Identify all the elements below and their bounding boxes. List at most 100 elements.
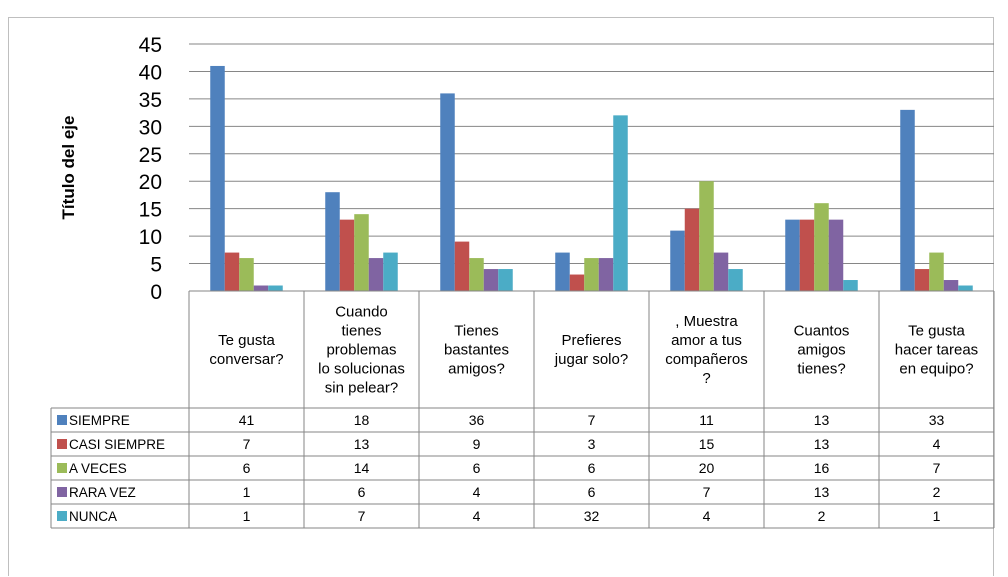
data-table-value: 18	[354, 412, 370, 428]
data-table-value: 14	[354, 460, 370, 476]
bar	[828, 219, 844, 291]
category-label: amor a tus	[671, 332, 742, 349]
y-tick-label: 0	[150, 281, 162, 304]
bar	[569, 274, 585, 291]
data-table-value: 20	[699, 460, 715, 476]
category-label: Te gusta	[908, 323, 965, 340]
bar	[584, 258, 599, 291]
bar	[239, 258, 254, 291]
category-label: Tienes	[454, 323, 498, 340]
bar	[224, 252, 240, 291]
y-axis-title: Título del eje	[59, 116, 78, 220]
category-label: bastantes	[444, 342, 509, 359]
y-tick-label: 45	[139, 34, 162, 57]
data-table-value: 33	[929, 412, 945, 428]
data-table-value: 4	[703, 508, 711, 524]
bar	[799, 219, 815, 291]
category-label: sin pelear?	[325, 380, 398, 397]
bar	[598, 258, 614, 291]
category-label: tienes	[341, 323, 381, 340]
data-table-value: 6	[358, 484, 366, 500]
bar	[268, 285, 283, 291]
data-table-value: 7	[243, 436, 251, 452]
data-table-value: 2	[818, 508, 826, 524]
data-table-value: 32	[584, 508, 600, 524]
category-label: , Muestra	[675, 313, 738, 330]
category-label: jugar solo?	[554, 351, 628, 368]
bar	[814, 203, 829, 291]
data-table-value: 4	[933, 436, 941, 452]
y-tick-label: 25	[139, 144, 162, 167]
data-table-value: 13	[814, 412, 830, 428]
bar	[670, 230, 685, 291]
bar	[555, 252, 570, 291]
legend-key	[57, 439, 67, 449]
bar	[454, 241, 470, 291]
bar	[383, 252, 398, 291]
legend-label: RARA VEZ	[69, 485, 136, 500]
y-tick-label: 40	[139, 61, 162, 84]
bar	[785, 219, 800, 291]
category-label: lo solucionas	[318, 361, 405, 378]
data-table-value: 4	[473, 508, 481, 524]
category-label: hacer tareas	[895, 342, 978, 359]
legend-key	[57, 415, 67, 425]
bar	[914, 269, 930, 291]
data-table-value: 16	[814, 460, 830, 476]
data-table-value: 13	[814, 484, 830, 500]
category-label: Cuando	[335, 304, 388, 321]
data-table-value: 1	[933, 508, 941, 524]
data-table-value: 1	[243, 508, 251, 524]
bar	[929, 252, 944, 291]
bar	[958, 285, 973, 291]
data-table-value: 9	[473, 436, 481, 452]
legend-label: CASI SIEMPRE	[69, 437, 165, 452]
legend-key	[57, 511, 67, 521]
category-label: problemas	[326, 342, 396, 359]
legend-key	[57, 463, 67, 473]
category-label: en equipo?	[899, 361, 973, 378]
bar	[440, 93, 455, 292]
data-table-value: 13	[354, 436, 370, 452]
category-label: Prefieres	[561, 332, 621, 349]
category-label: amigos	[797, 342, 845, 359]
legend-label: SIEMPRE	[69, 413, 130, 428]
data-table-value: 7	[588, 412, 596, 428]
bar	[483, 269, 499, 291]
legend-label: A VECES	[69, 461, 127, 476]
data-table-value: 36	[469, 412, 485, 428]
data-table-value: 6	[243, 460, 251, 476]
y-tick-label: 10	[139, 226, 162, 249]
y-tick-label: 20	[139, 171, 162, 194]
data-table-value: 15	[699, 436, 715, 452]
data-table-value: 6	[473, 460, 481, 476]
category-label: Te gusta	[218, 332, 275, 349]
data-table-value: 7	[933, 460, 941, 476]
y-tick-label: 30	[139, 116, 162, 139]
data-table-value: 1	[243, 484, 251, 500]
bar	[943, 280, 959, 291]
category-label: Cuantos	[794, 323, 850, 340]
bar	[684, 208, 700, 291]
legend-key	[57, 487, 67, 497]
bar	[368, 258, 384, 291]
y-tick-label: 5	[150, 254, 162, 277]
y-tick-label: 15	[139, 199, 162, 222]
data-table-value: 7	[358, 508, 366, 524]
bar	[339, 219, 355, 291]
legend-label: NUNCA	[69, 509, 117, 524]
category-label: amigos?	[448, 361, 505, 378]
category-label: conversar?	[209, 351, 283, 368]
y-tick-label: 35	[139, 89, 162, 112]
bar	[843, 280, 858, 291]
data-table-value: 7	[703, 484, 711, 500]
data-table-value: 2	[933, 484, 941, 500]
bar	[613, 115, 628, 291]
category-label: tienes?	[797, 361, 845, 378]
data-table-value: 11	[699, 412, 714, 428]
bar	[469, 258, 484, 291]
data-table-value: 41	[239, 412, 255, 428]
category-label: ?	[702, 370, 710, 387]
data-table-value: 13	[814, 436, 830, 452]
